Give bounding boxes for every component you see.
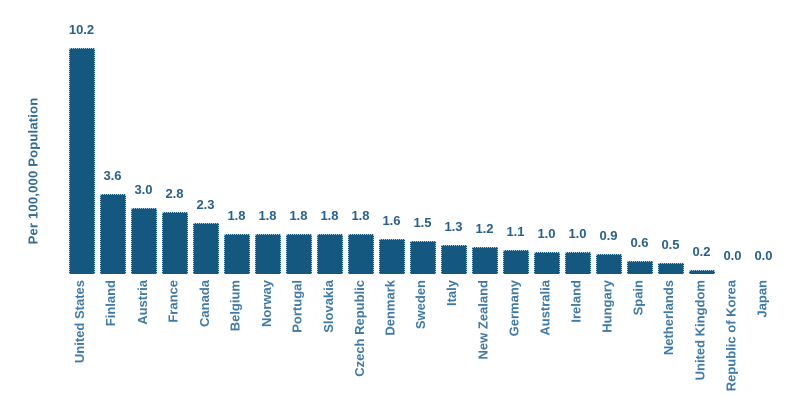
category-label: Canada (196, 280, 212, 327)
category-label: Denmark (382, 280, 398, 336)
bar-column: 3.6 Finland (97, 0, 128, 326)
bar-value-label: 1.2 (475, 221, 494, 237)
bar (68, 48, 95, 274)
category-label: Norway (258, 280, 274, 327)
bar (533, 252, 560, 274)
bar (657, 263, 684, 274)
bar (595, 254, 622, 274)
bar-value-label: 3.0 (134, 182, 153, 198)
bar (347, 234, 374, 274)
bar-column: 1.5 Sweden (407, 0, 438, 329)
bar-value-label: 0.2 (692, 244, 711, 260)
bar-column: 1.0 Australia (531, 0, 562, 336)
bar-column: 0.2 United Kingdom (686, 0, 717, 380)
bar (564, 252, 591, 274)
category-label: Slovakia (320, 280, 336, 333)
category-label: Japan (754, 280, 770, 318)
bar-column: 0.0 Republic of Korea (717, 0, 748, 391)
bar-value-label: 1.5 (413, 215, 432, 231)
category-label: Spain (630, 280, 646, 316)
plot-area: 10.2 United States 3.6 Finland 3.0 Austria 2.8… (66, 0, 779, 391)
bar-value-label: 1.3 (444, 219, 463, 235)
category-label: Austria (134, 280, 150, 325)
category-label: Hungary (599, 280, 615, 333)
category-label: United States (72, 280, 88, 364)
bar-column: 0.9 Hungary (593, 0, 624, 333)
bar (192, 223, 219, 274)
category-label: Netherlands (661, 280, 677, 356)
bar-column: 1.1 Germany (500, 0, 531, 336)
bar-value-label: 1.8 (258, 208, 277, 224)
bar (285, 234, 312, 274)
bar-column: 3.0 Austria (128, 0, 159, 325)
bar-column: 0.0 Japan (748, 0, 779, 317)
bar (223, 234, 250, 274)
category-label: Belgium (227, 280, 243, 332)
category-label: France (165, 280, 181, 323)
bar-value-label: 1.0 (568, 226, 587, 242)
bar (626, 261, 653, 274)
bar-column: 0.5 Netherlands (655, 0, 686, 355)
bar-value-label: 1.8 (289, 208, 308, 224)
category-label: Germany (506, 280, 522, 337)
bar (99, 194, 126, 274)
y-axis-label: Per 100,000 Population (25, 97, 41, 245)
bar-column: 2.8 France (159, 0, 190, 323)
bar-value-label: 10.2 (68, 22, 95, 38)
bar-column: 1.8 Slovakia (314, 0, 345, 333)
bar-value-label: 1.8 (227, 208, 246, 224)
bar-value-label: 1.1 (506, 224, 525, 240)
bar-column: 1.2 New Zealand (469, 0, 500, 359)
category-label: Czech Republic (351, 280, 367, 377)
bar-value-label: 0.0 (754, 248, 773, 264)
bar (471, 247, 498, 274)
bar-column: 1.8 Norway (252, 0, 283, 327)
bar-column: 1.8 Czech Republic (345, 0, 376, 377)
category-label: Portugal (289, 280, 305, 333)
bar-value-label: 0.5 (661, 237, 680, 253)
bar-value-label: 0.9 (599, 228, 618, 244)
bar-column: 1.6 Denmark (376, 0, 407, 336)
category-label: New Zealand (475, 280, 491, 360)
bar-column: 10.2 United States (66, 0, 97, 363)
bar (130, 208, 157, 274)
category-label: Italy (444, 280, 460, 307)
bar-value-label: 3.6 (103, 168, 122, 184)
bar (254, 234, 281, 274)
bar (502, 250, 529, 274)
category-label: Republic of Korea (723, 280, 739, 392)
bar-value-label: 1.8 (320, 208, 339, 224)
bar-column: 1.8 Belgium (221, 0, 252, 331)
category-label: Australia (537, 280, 553, 336)
bar (440, 245, 467, 274)
bar-value-label: 1.6 (382, 213, 401, 229)
category-label: Ireland (568, 280, 584, 323)
bar (316, 234, 343, 274)
bar-column: 1.3 Italy (438, 0, 469, 306)
bar-value-label: 2.8 (165, 186, 184, 202)
category-label: United Kingdom (692, 280, 708, 381)
bar-value-label: 1.0 (537, 226, 556, 242)
bar (161, 212, 188, 274)
category-label: Sweden (413, 280, 429, 330)
bar (688, 270, 715, 274)
bar (378, 239, 405, 274)
bar-column: 1.0 Ireland (562, 0, 593, 323)
bar-column: 0.6 Spain (624, 0, 655, 315)
bar-value-label: 2.3 (196, 197, 215, 213)
category-label: Finland (103, 280, 119, 327)
bar-value-label: 0.0 (723, 248, 742, 264)
bar-column: 1.8 Portugal (283, 0, 314, 333)
bar (409, 241, 436, 274)
bar-value-label: 0.6 (630, 235, 649, 251)
bar-value-label: 1.8 (351, 208, 370, 224)
bar-column: 2.3 Canada (190, 0, 221, 327)
